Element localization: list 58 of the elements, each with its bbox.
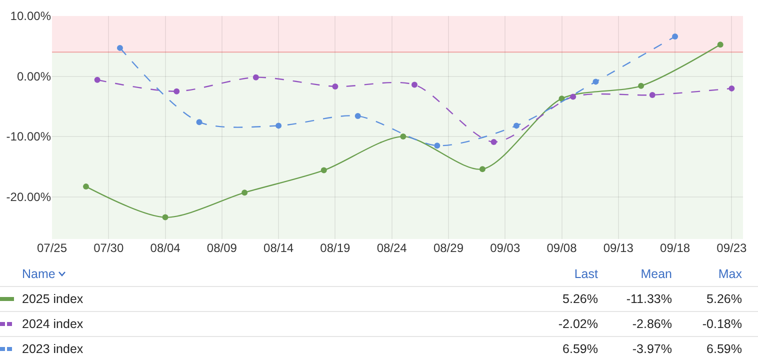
x-tick-label: 08/24	[376, 241, 408, 255]
x-tick-label: 07/25	[36, 241, 68, 255]
point	[332, 84, 338, 90]
point	[116, 44, 123, 51]
y-tick-label: 10.00%	[10, 9, 52, 24]
text: 6.59%	[562, 342, 598, 356]
point	[649, 92, 656, 98]
y-tick-label: -10.00%	[6, 130, 52, 144]
point	[513, 122, 520, 129]
text: 5.26%	[562, 292, 598, 306]
x-tick-label: 08/04	[150, 241, 181, 255]
point	[320, 167, 327, 174]
point	[638, 82, 644, 89]
point	[490, 138, 497, 145]
legend-label: 2024 index	[22, 317, 84, 331]
point	[434, 142, 440, 149]
x-tick-label: 08/29	[433, 241, 464, 255]
text: -11.33%	[625, 292, 672, 306]
y-tick-label: -20.00%	[6, 190, 52, 204]
x-tick-label: 08/19	[320, 241, 351, 255]
x-tick-label: 09/18	[660, 241, 690, 255]
point	[354, 113, 361, 120]
point	[717, 42, 724, 48]
x-tick-label: 08/09	[206, 241, 238, 255]
text: Mean	[640, 267, 672, 281]
text: -0.18%	[701, 317, 743, 331]
point	[82, 184, 89, 190]
text: 6.59%	[706, 342, 743, 356]
text: 5.26%	[706, 292, 743, 306]
y-tick-label: 0.00%	[16, 69, 52, 84]
text: -3.97%	[631, 342, 672, 356]
point	[570, 94, 576, 100]
point	[94, 76, 100, 83]
point	[592, 78, 599, 85]
point	[276, 122, 282, 129]
point	[411, 82, 418, 88]
x-tick-label: 07/30	[94, 241, 124, 255]
legend-label: 2025 index	[22, 292, 84, 306]
x-tick-label: 09/03	[490, 241, 520, 255]
x-tick-label: 08/14	[264, 241, 294, 255]
point	[174, 88, 180, 94]
point	[162, 214, 168, 220]
text: Max	[717, 267, 743, 281]
x-tick-label: 09/13	[603, 241, 634, 255]
text: Name	[22, 267, 56, 281]
point	[252, 74, 259, 80]
x-tick-label: 09/23	[716, 241, 748, 255]
x-tick-label: 09/08	[546, 241, 578, 255]
legend-label: 2023 index	[22, 342, 84, 356]
point	[479, 166, 486, 172]
text: Last	[573, 267, 598, 281]
point	[728, 85, 735, 92]
text: -2.86%	[631, 317, 672, 331]
point	[242, 190, 248, 196]
text: -2.02%	[557, 317, 598, 331]
point	[196, 119, 202, 126]
point	[672, 34, 678, 40]
point	[400, 134, 406, 140]
